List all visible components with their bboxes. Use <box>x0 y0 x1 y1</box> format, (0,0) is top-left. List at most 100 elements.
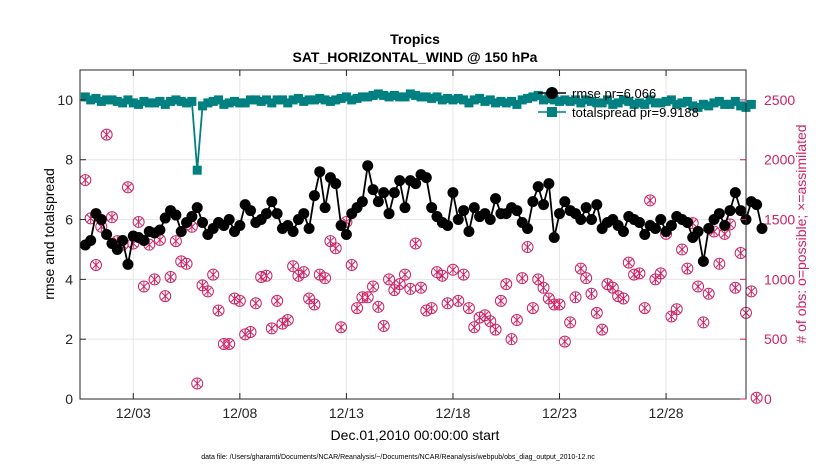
obs-assimilated-marker <box>310 299 319 310</box>
totalspread-point <box>251 95 261 105</box>
rmse-point <box>356 196 368 208</box>
rmse-point <box>724 205 736 217</box>
totalspread-point <box>171 95 181 105</box>
totalspread-point <box>725 99 735 109</box>
totalspread-point <box>363 92 373 102</box>
totalspread-point <box>602 95 612 105</box>
rmse-point <box>266 196 278 208</box>
obs-assimilated-marker <box>491 324 500 335</box>
obs-possible-marker <box>580 272 593 285</box>
rmse-point <box>85 234 97 246</box>
rmse-point <box>756 223 768 235</box>
obs-assimilated-marker <box>694 281 702 292</box>
obs-possible-marker <box>132 215 145 228</box>
obs-assimilated-marker <box>449 264 457 275</box>
totalspread-point <box>485 95 495 105</box>
obs-assimilated-marker <box>379 321 388 331</box>
rmse-point <box>308 190 320 202</box>
rmse-point <box>633 217 645 229</box>
rmse-point <box>538 199 550 211</box>
obs-assimilated-marker <box>672 304 681 315</box>
obs-assimilated-marker <box>454 296 463 306</box>
rmse-point <box>463 226 475 238</box>
totalspread-point <box>565 96 575 106</box>
obs-possible-marker <box>468 321 481 334</box>
rmse-point <box>111 243 123 255</box>
totalspread-point <box>544 93 554 103</box>
obs-assimilated-marker <box>502 279 511 289</box>
totalspread-point <box>608 99 618 109</box>
totalspread-point <box>91 93 101 103</box>
totalspread-point <box>437 95 447 105</box>
x-tick-label: 12/13 <box>329 405 364 421</box>
rmse-point <box>95 214 107 226</box>
obs-assimilated-marker <box>539 282 548 293</box>
rmse-point <box>617 226 629 238</box>
obs-assimilated-marker <box>529 303 537 313</box>
totalspread-point <box>560 95 570 105</box>
obs-possible-marker <box>697 316 710 329</box>
rmse-point <box>420 172 432 184</box>
rmse-point <box>527 196 539 208</box>
totalspread-point <box>427 93 437 103</box>
totalspread-point <box>464 98 474 108</box>
totalspread-point <box>507 96 517 106</box>
totalspread-point <box>214 95 224 105</box>
obs-assimilated-marker <box>475 312 484 323</box>
obs-possible-marker <box>702 287 715 300</box>
totalspread-point <box>459 95 469 105</box>
obs-assimilated-marker <box>592 308 601 318</box>
rmse-point <box>554 208 566 220</box>
totalspread-point <box>293 93 303 103</box>
obs-possible-marker <box>121 181 134 194</box>
obs-possible-marker <box>169 235 182 248</box>
rmse-point <box>484 214 496 226</box>
totalspread-point <box>496 96 506 106</box>
totalspread-point <box>112 96 122 106</box>
rmse-point <box>383 208 395 220</box>
totalspread-point <box>501 98 511 108</box>
totalspread-point <box>256 96 266 106</box>
totalspread-point <box>325 96 335 106</box>
obs-possible-marker <box>537 281 550 294</box>
legend-rmse-label: rmse pr=6.066 <box>572 86 656 101</box>
obs-assimilated-marker <box>251 298 260 309</box>
obs-assimilated-marker <box>241 329 250 340</box>
rmse-point <box>703 223 715 235</box>
obs-possible-marker <box>729 281 742 294</box>
obs-assimilated-marker <box>161 291 170 301</box>
obs-assimilated-marker <box>81 175 90 185</box>
obs-assimilated-marker <box>433 267 441 277</box>
obs-assimilated-marker <box>683 263 692 274</box>
totalspread-point <box>661 96 671 106</box>
totalspread-point <box>176 96 186 106</box>
totalspread-point <box>618 95 628 105</box>
y2-tick-label: 500 <box>764 331 788 347</box>
y2-axis-label: # of obs: o=possible; ×=assimilated <box>793 124 809 343</box>
totalspread-point <box>230 96 240 106</box>
obs-possible-marker <box>558 335 571 348</box>
obs-possible-marker <box>393 278 406 291</box>
totalspread-point <box>166 96 176 106</box>
totalspread-point <box>448 95 458 105</box>
totalspread-point <box>533 90 543 100</box>
totalspread-point <box>208 96 218 106</box>
rmse-point <box>468 202 480 214</box>
obs-assimilated-marker <box>278 318 287 329</box>
obs-assimilated-marker <box>172 236 180 246</box>
obs-possible-marker <box>457 268 470 281</box>
obs-possible-marker <box>713 257 726 270</box>
obs-assimilated-marker <box>752 393 761 403</box>
totalspread-point <box>512 99 522 109</box>
obs-possible-marker <box>516 272 529 285</box>
rmse-point <box>175 226 187 238</box>
totalspread-point <box>656 98 666 108</box>
obs-assimilated-marker <box>507 334 516 344</box>
rmse-point <box>303 223 315 235</box>
rmse-point <box>585 214 597 226</box>
totalspread-point <box>299 96 309 106</box>
rmse-point <box>559 196 571 208</box>
totalspread-point <box>86 95 96 105</box>
obs-possible-marker <box>212 304 225 317</box>
